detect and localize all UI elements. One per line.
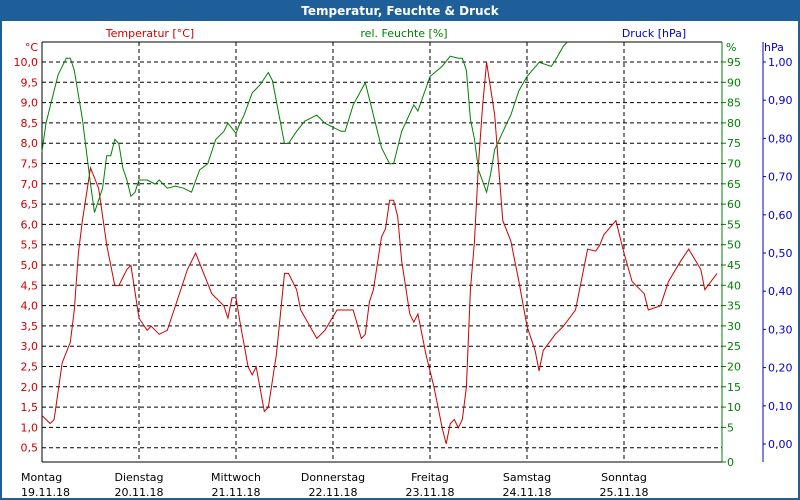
x-tick-day: Montag	[21, 471, 62, 484]
temperature-tick-label: 8,0	[21, 137, 39, 150]
temperature-tick-label: 1,0	[21, 421, 39, 434]
temperature-tick-label: 5,5	[21, 239, 39, 252]
x-tick-date: 24.11.18	[503, 486, 552, 498]
pressure-tick-label: 0,10	[768, 400, 793, 413]
humidity-tick-label: 0	[727, 456, 734, 469]
pressure-tick-label: 0,70	[768, 171, 793, 184]
x-tick-day: Freitag	[411, 471, 449, 484]
series-line-humidity	[41, 41, 568, 213]
temperature-tick-label: 6,5	[21, 198, 39, 211]
humidity-tick-label: 35	[727, 300, 741, 313]
humidity-tick-label: 95	[727, 56, 741, 69]
temperature-tick-label: 3,0	[21, 340, 39, 353]
pressure-tick-label: 1,00	[768, 56, 793, 69]
temperature-tick-label: 4,5	[21, 279, 39, 292]
temperature-tick-label: 0,5	[21, 442, 39, 455]
pressure-tick-label: 0,00	[768, 438, 793, 451]
humidity-tick-label: 55	[727, 218, 741, 231]
legend-temperature: Temperatur [°C]	[105, 27, 194, 40]
temperature-tick-label: 5,0	[21, 259, 39, 272]
pressure-tick-label: 0,60	[768, 209, 793, 222]
x-tick-day: Samstag	[503, 471, 551, 484]
pressure-tick-label: 0,90	[768, 94, 793, 107]
legend-humidity: rel. Feuchte [%]	[360, 27, 447, 40]
temperature-tick-label: 3,5	[21, 320, 39, 333]
temperature-tick-label: 2,5	[21, 361, 39, 374]
x-tick-day: Sonntag	[601, 471, 647, 484]
x-tick-date: 22.11.18	[309, 486, 358, 498]
pressure-tick-label: 0,80	[768, 132, 793, 145]
humidity-tick-label: 90	[727, 76, 741, 89]
humidity-tick-label: 45	[727, 259, 741, 272]
x-tick-date: 20.11.18	[115, 486, 164, 498]
humidity-tick-label: 85	[727, 97, 741, 110]
temperature-tick-label: 8,5	[21, 117, 39, 130]
x-tick-day: Mittwoch	[211, 471, 261, 484]
legend-pressure: Druck [hPa]	[622, 27, 686, 40]
temperature-tick-label: 4,0	[21, 300, 39, 313]
pressure-tick-label: 0,20	[768, 362, 793, 375]
humidity-tick-label: 65	[727, 178, 741, 191]
temperature-tick-label: 6,0	[21, 218, 39, 231]
chart-title: Temperatur, Feuchte & Druck	[2, 2, 798, 21]
temperature-tick-label: 9,5	[21, 76, 39, 89]
pressure-tick-label: 0,30	[768, 323, 793, 336]
humidity-tick-label: 40	[727, 279, 741, 292]
humidity-tick-label: 60	[727, 198, 741, 211]
temperature-tick-label: 7,0	[21, 178, 39, 191]
x-tick-date: 23.11.18	[406, 486, 455, 498]
temperature-tick-label: 1,5	[21, 401, 39, 414]
humidity-tick-label: 25	[727, 340, 741, 353]
pressure-unit: hPa	[764, 41, 784, 54]
humidity-tick-label: 30	[727, 320, 741, 333]
humidity-tick-label: 70	[727, 158, 741, 171]
humidity-tick-label: 5	[727, 421, 734, 434]
humidity-tick-label: 20	[727, 361, 741, 374]
x-tick-day: Dienstag	[114, 471, 163, 484]
x-tick-date: 25.11.18	[600, 486, 649, 498]
x-tick-date: 21.11.18	[212, 486, 261, 498]
temperature-tick-label: 2,0	[21, 381, 39, 394]
temperature-tick-label: 9,0	[21, 97, 39, 110]
humidity-tick-label: 75	[727, 137, 741, 150]
x-tick-day: Donnerstag	[301, 471, 365, 484]
humidity-unit: %	[726, 41, 736, 54]
pressure-tick-label: 0,50	[768, 247, 793, 260]
humidity-tick-label: 15	[727, 381, 741, 394]
temperature-unit: °C	[25, 41, 39, 54]
temperature-tick-label: 10,0	[14, 56, 39, 69]
humidity-tick-label: 10	[727, 401, 741, 414]
pressure-tick-label: 0,40	[768, 285, 793, 298]
x-tick-date: 19.11.18	[21, 486, 70, 498]
humidity-tick-label: 50	[727, 239, 741, 252]
temperature-tick-label: 7,5	[21, 158, 39, 171]
humidity-tick-label: 80	[727, 117, 741, 130]
